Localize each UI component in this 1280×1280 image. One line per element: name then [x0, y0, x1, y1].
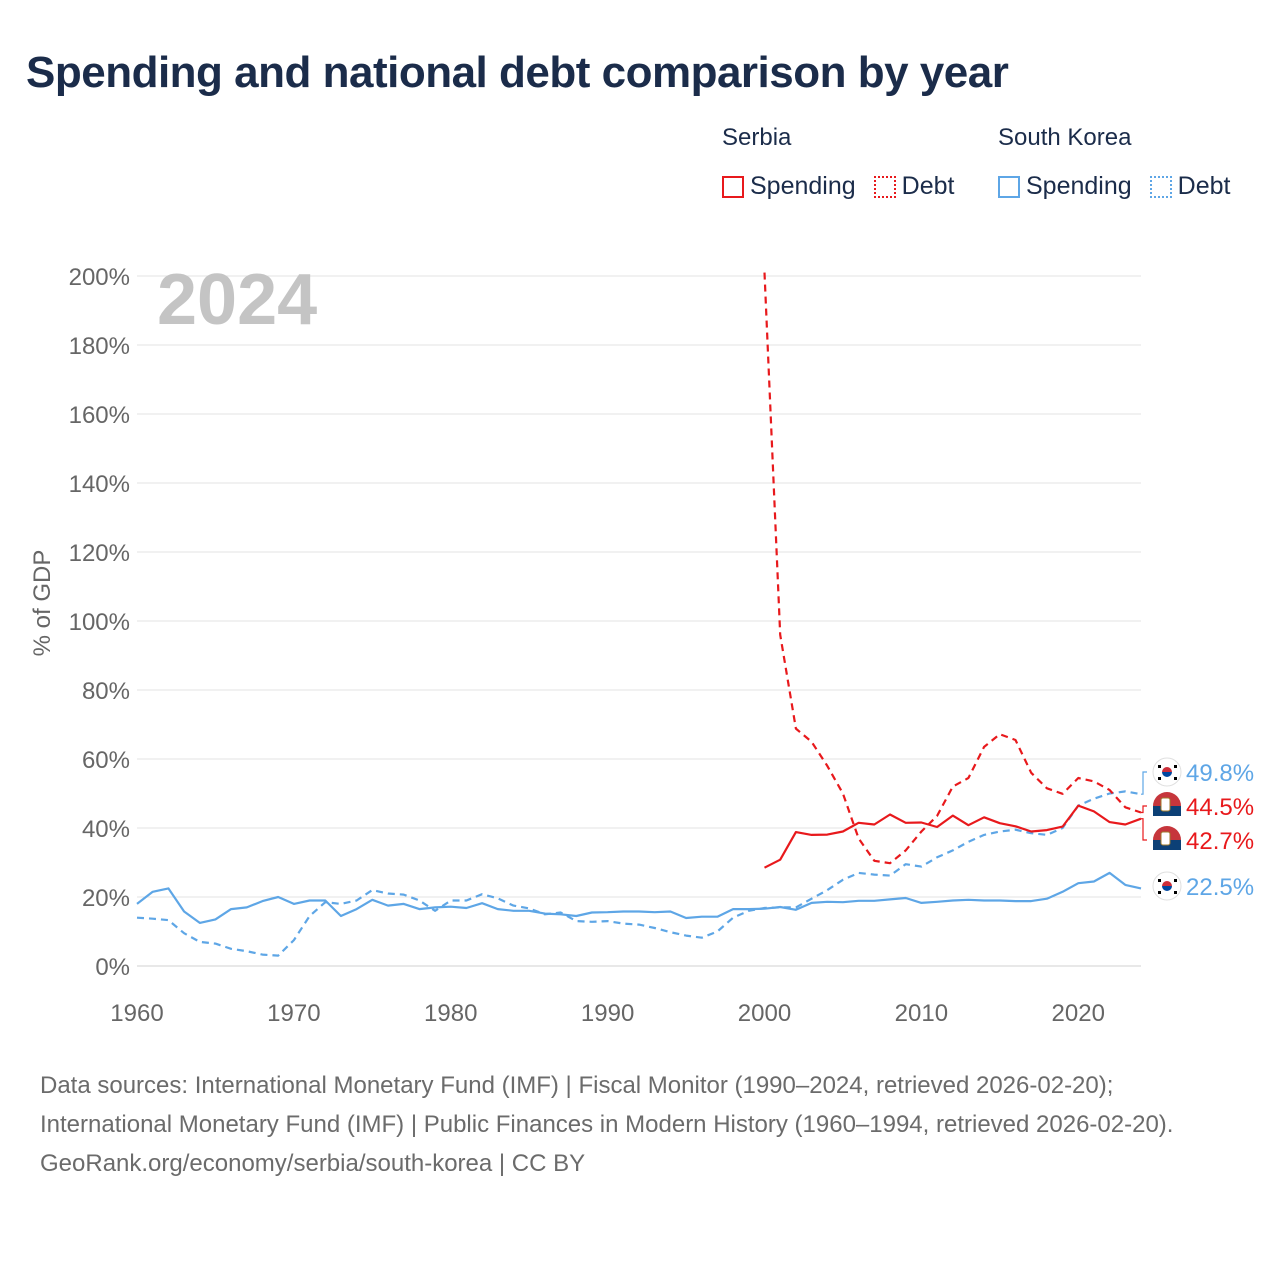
legend-serbia-debt[interactable]: Debt — [873, 172, 955, 201]
y-tick-label: 140% — [69, 471, 130, 498]
trigram — [1158, 891, 1161, 894]
legend-item-label: Debt — [901, 172, 955, 200]
end-label-south-korea-debt: 49.8% — [1141, 757, 1254, 795]
series-line-south-korea-debt — [136, 790, 1142, 957]
y-tick-label: 100% — [69, 609, 130, 636]
connector-line — [1141, 818, 1147, 841]
end-label-serbia-debt: 44.5% — [1141, 792, 1254, 830]
legend-item-label: Spending — [1026, 172, 1132, 200]
x-tick-label: 2010 — [895, 1000, 948, 1027]
trigram — [1174, 879, 1177, 882]
trigram — [1174, 891, 1177, 894]
taegeuk-blue — [1162, 886, 1172, 891]
legend-group-serbia: Serbia Spending Debt — [722, 124, 972, 201]
data-sources: Data sources: International Monetary Fun… — [40, 1072, 1174, 1138]
legend-korea-debt[interactable]: Debt — [1149, 172, 1231, 201]
flag-stripe — [1153, 816, 1181, 830]
y-tick-label: 20% — [82, 885, 130, 912]
y-tick-label: 120% — [69, 540, 130, 567]
x-tick-label: 2020 — [1052, 1000, 1105, 1027]
end-label-serbia-spending: 42.7% — [1141, 818, 1254, 864]
taegeuk-red — [1162, 767, 1172, 772]
taegeuk-blue — [1162, 772, 1172, 777]
series-line-south-korea-spending — [136, 871, 1142, 925]
legend-item-label: Debt — [1177, 172, 1231, 200]
x-tick-label: 2000 — [738, 1000, 791, 1027]
series-line-serbia-debt — [763, 272, 1142, 865]
credit-link[interactable]: GeoRank.org/economy/serbia/south-korea |… — [40, 1150, 586, 1177]
y-tick-label: 60% — [82, 747, 130, 774]
end-value-label: 44.5% — [1186, 794, 1254, 821]
legend-korea-spending[interactable]: Spending — [998, 172, 1132, 201]
x-tick-label: 1960 — [110, 1000, 163, 1027]
end-value-label: 22.5% — [1186, 874, 1254, 901]
legend-item-label: Spending — [750, 172, 856, 200]
y-tick-label: 160% — [69, 402, 130, 429]
legend-swatch-solid — [722, 175, 744, 198]
flag-stripe — [1153, 850, 1181, 864]
coat-of-arms — [1160, 831, 1171, 846]
y-tick-label: 200% — [69, 264, 130, 291]
line-chart: 0% 20% 40% 60% 80% 100% 120% 140% 160% 180% 200% 19… — [29, 260, 1254, 1027]
x-tick-label: 1970 — [267, 1000, 320, 1027]
series-line-serbia-spending — [764, 804, 1142, 869]
trigram — [1174, 765, 1177, 768]
trigram — [1158, 879, 1161, 882]
end-value-label: 42.7% — [1186, 828, 1254, 855]
legend-serbia-spending[interactable]: Spending — [722, 172, 856, 201]
trigram — [1158, 777, 1161, 780]
y-axis-label: % of GDP — [29, 550, 56, 657]
legend-group-label: Serbia — [722, 124, 792, 151]
chart-title: Spending and national debt comparison by… — [26, 48, 1009, 97]
end-label-south-korea-spending: 22.5% — [1152, 871, 1254, 901]
legend-swatch-solid — [998, 175, 1020, 198]
year-watermark: 2024 — [157, 260, 317, 340]
y-tick-label: 180% — [69, 333, 130, 360]
legend-swatch-dotted — [873, 175, 896, 198]
legend-swatch-dotted — [1149, 175, 1172, 198]
connector-line — [1141, 805, 1147, 814]
trigram — [1174, 777, 1177, 780]
footer: Data sources: International Monetary Fun… — [40, 1066, 1240, 1183]
x-tick-label: 1980 — [424, 1000, 477, 1027]
y-tick-label: 80% — [82, 678, 130, 705]
trigram — [1158, 765, 1161, 768]
y-tick-label: 40% — [82, 816, 130, 843]
y-tick-label: 0% — [95, 954, 130, 981]
legend-group-south-korea: South Korea Spending Debt — [998, 124, 1248, 201]
legend-group-label: South Korea — [998, 124, 1132, 151]
coat-of-arms — [1160, 797, 1171, 812]
taegeuk-red — [1162, 881, 1172, 886]
x-tick-label: 1990 — [581, 1000, 634, 1027]
end-value-label: 49.8% — [1186, 760, 1254, 787]
connector-line — [1141, 771, 1147, 795]
